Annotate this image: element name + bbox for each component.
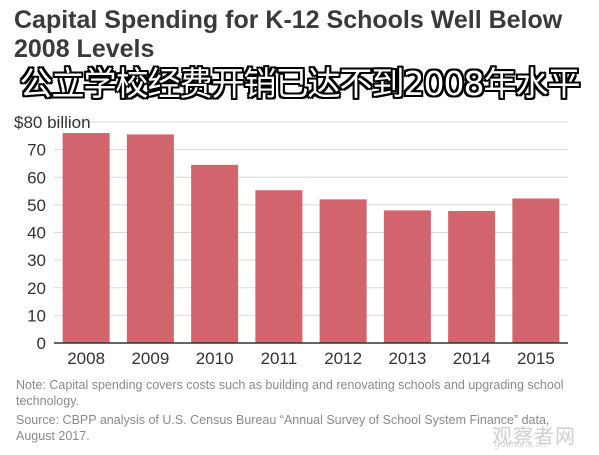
bar-2009 (126, 134, 174, 343)
watermark-logo: 观察者网 (492, 424, 576, 448)
chart-title: Capital Spending for K-12 Schools Well B… (14, 6, 563, 63)
x-tick-label-2013: 2013 (388, 349, 426, 368)
watermark-url: guancha.cn (494, 440, 547, 450)
y-tick-label-80: $80 billion (14, 113, 91, 132)
bar-2012 (319, 199, 367, 343)
x-tick-label-2012: 2012 (324, 349, 362, 368)
y-tick-label-10: 10 (27, 306, 46, 325)
bar-2011 (255, 190, 303, 343)
x-tick-label-2011: 2011 (261, 349, 298, 368)
bar-2014 (448, 210, 496, 343)
y-tick-label-30: 30 (27, 251, 46, 270)
x-tick-label-2008: 2008 (67, 349, 105, 368)
y-tick-label-60: 60 (27, 168, 46, 187)
x-tick-label-2014: 2014 (453, 349, 491, 368)
y-tick-label-0: 0 (37, 334, 46, 353)
y-tick-label-20: 20 (27, 279, 46, 298)
x-tick-label-2015: 2015 (517, 349, 555, 368)
bar-2015 (512, 198, 560, 343)
bar-2013 (383, 210, 431, 343)
y-tick-label-50: 50 (27, 196, 46, 215)
y-tick-label-70: 70 (27, 141, 46, 160)
y-tick-label-40: 40 (27, 224, 46, 243)
chart-source: Source: CBPP analysis of U.S. Census Bur… (16, 413, 550, 443)
bar-2008 (62, 133, 110, 343)
chinese-caption-overlay: 公立学校经费开销已达不到2008年水平 (19, 64, 581, 103)
x-tick-label-2010: 2010 (196, 349, 234, 368)
bar-2010 (191, 164, 239, 343)
x-tick-label-2009: 2009 (131, 349, 169, 368)
chart-note: Note: Capital spending covers costs such… (16, 378, 564, 408)
